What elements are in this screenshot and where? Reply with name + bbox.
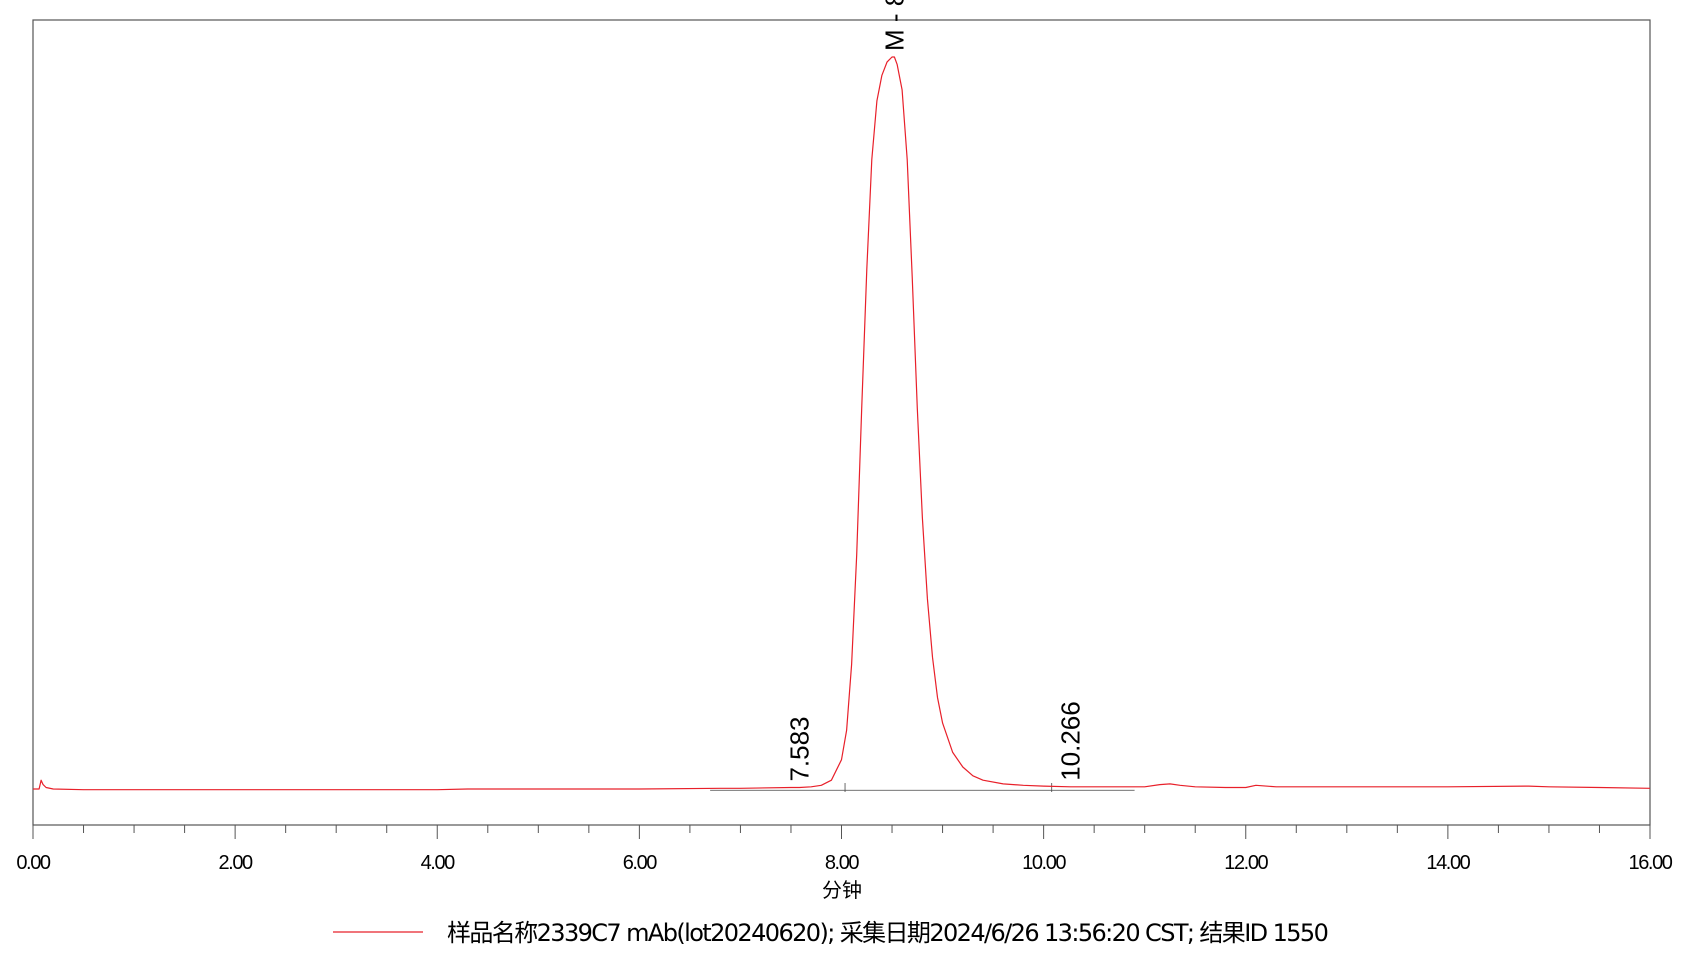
x-tick-label: 0.00: [16, 852, 51, 874]
plot-area: [33, 56, 1651, 792]
legend: 样品名称2339C7 mAb(lot20240620); 采集日期2024/6/…: [333, 919, 1329, 947]
x-tick-label: 10.00: [1022, 852, 1066, 874]
x-tick-label: 12.00: [1224, 852, 1268, 874]
x-axis: 0.00 2.00 4.00 6.00 8.00 10.00 12.00 14.00 16.00: [16, 825, 1674, 874]
peak-label: M - 8.523: [879, 0, 909, 51]
x-tick-label: 4.00: [421, 852, 456, 874]
x-tick-label: 14.00: [1426, 852, 1470, 874]
x-tick-label: 16.00: [1628, 852, 1672, 874]
plot-frame: [32, 19, 1651, 826]
peak-label: 10.266: [1056, 701, 1086, 781]
legend-label: 样品名称2339C7 mAb(lot20240620); 采集日期2024/6/…: [447, 919, 1328, 947]
peak-label: 7.583: [784, 716, 814, 781]
x-axis-title: 分钟: [822, 878, 862, 902]
chromatogram-trace: [33, 56, 1651, 791]
x-tick-label: 2.00: [218, 852, 253, 874]
x-tick-label: 8.00: [825, 852, 860, 874]
x-tick-label: 6.00: [623, 852, 658, 874]
peak-labels: 7.583 M - 8.523 10.266: [784, 0, 1085, 782]
